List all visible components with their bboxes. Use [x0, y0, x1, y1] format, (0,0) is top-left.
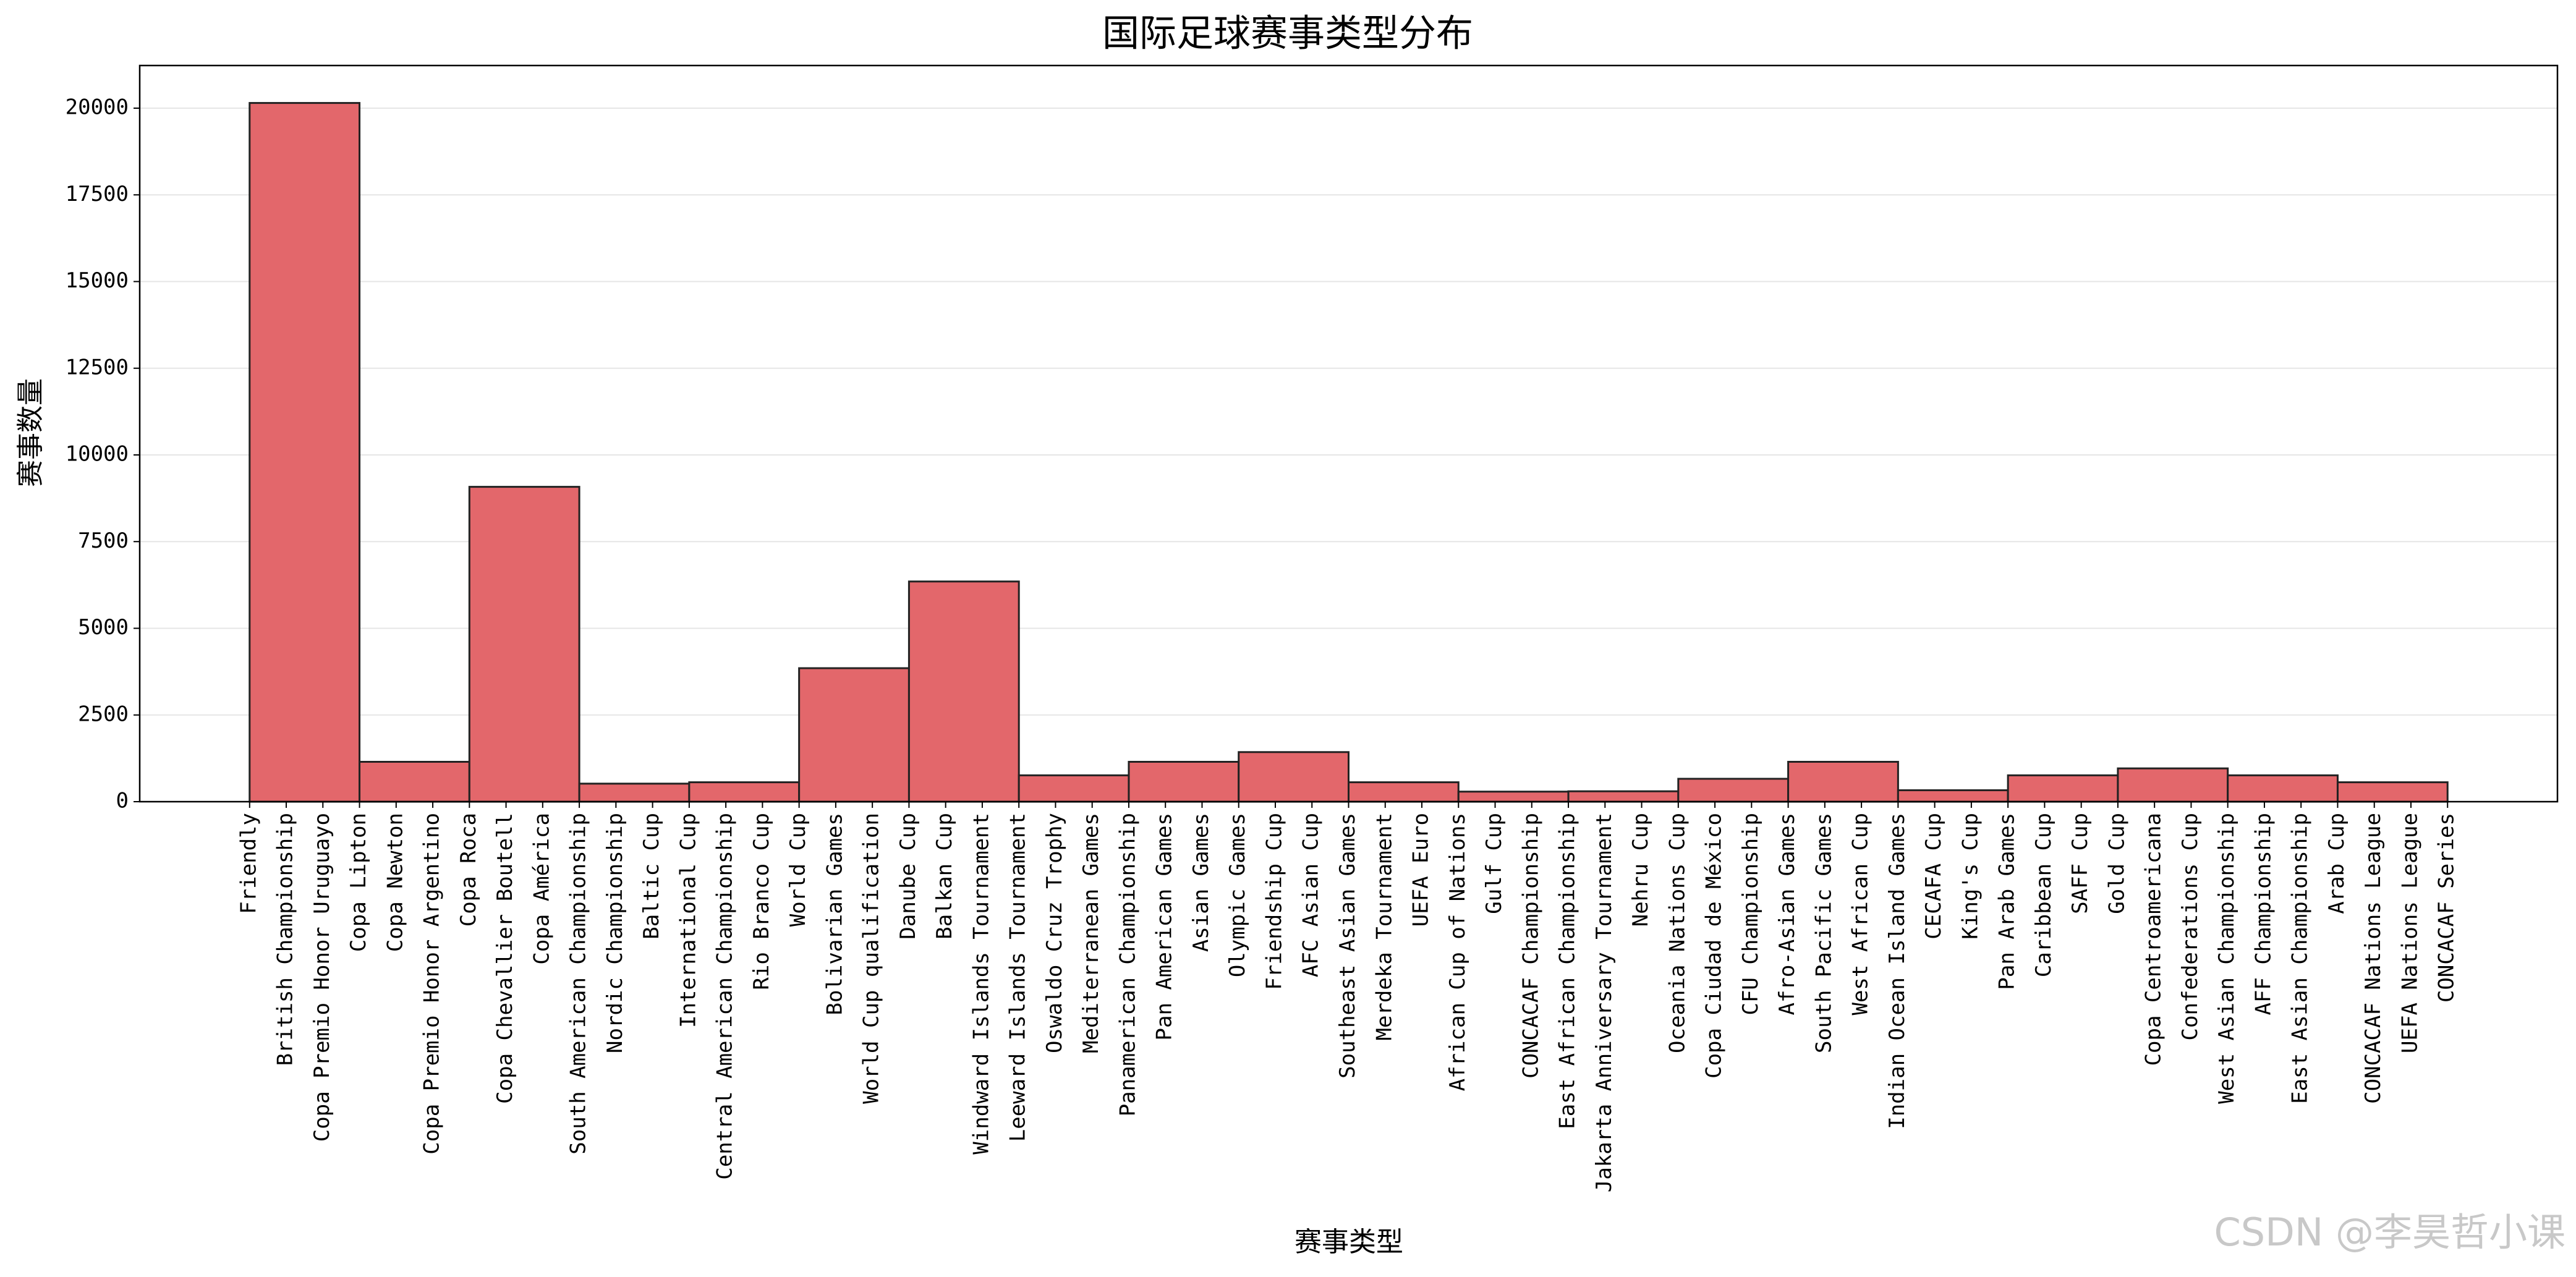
x-tick-label: World Cup [786, 813, 810, 927]
bar [1018, 774, 1130, 803]
x-tick-label: Friendship Cup [1262, 813, 1286, 990]
x-tick-label: Copa Ciudad de México [1702, 813, 1727, 1079]
bar [2227, 774, 2339, 803]
y-tick-label: 0 [116, 789, 129, 813]
x-tick-label: King's Cup [1958, 813, 1983, 940]
bar [1567, 790, 1680, 803]
x-tick-label: Copa Premio Honor Uruguayo [310, 813, 334, 1142]
x-tick-label: Pan Arab Games [1995, 813, 2020, 990]
x-tick-label: Panamerican Championship [1115, 813, 1140, 1116]
x-tick-label: Indian Ocean Island Games [1885, 813, 1910, 1129]
x-tick-label: Copa Centroamericana [2141, 813, 2166, 1066]
y-tick-label: 2500 [78, 702, 129, 726]
watermark: CSDN @李昊哲小课 [2214, 1210, 2565, 1255]
bar [359, 760, 470, 803]
bar [1238, 751, 1350, 803]
bar [688, 781, 801, 803]
y-tick-label: 10000 [66, 442, 129, 467]
x-tick-label: Danube Cup [896, 813, 920, 940]
x-tick-label: Afro-Asian Games [1775, 813, 1800, 1016]
bar [2117, 767, 2229, 803]
x-tick-label: Gulf Cup [1482, 813, 1507, 914]
x-tick-label: Central American Championship [713, 813, 738, 1180]
x-tick-label: CFU Championship [1738, 813, 1763, 1016]
x-tick-label: Copa Roca [456, 813, 481, 927]
bar [2007, 774, 2119, 803]
y-axis-label: 赛事数量 [15, 378, 46, 487]
x-tick-label: International Cup [676, 813, 700, 1028]
x-tick-label: Bolivarian Games [822, 813, 847, 1016]
bar [2336, 781, 2449, 803]
bar [1677, 778, 1790, 803]
x-tick-label: Gold Cup [2104, 813, 2129, 914]
x-tick-label: Baltic Cup [639, 813, 664, 940]
bar [798, 667, 910, 803]
x-tick-label: SAFF Cup [2068, 813, 2093, 914]
bar [908, 580, 1020, 803]
x-tick-label: Asian Games [1189, 813, 1214, 952]
plot-frame [138, 64, 2559, 803]
x-tick-label: Oswaldo Cruz Trophy [1042, 813, 1067, 1053]
x-tick-label: Mediterranean Games [1079, 813, 1103, 1053]
x-tick-label: World Cup qualification [859, 813, 884, 1104]
bar [468, 486, 580, 803]
x-tick-label: Balkan Cup [932, 813, 957, 940]
x-tick-label: East Asian Championship [2288, 813, 2313, 1104]
x-tick-label: Copa Chevallier Boutell [493, 813, 517, 1104]
x-tick-label: Leeward Islands Tournament [1006, 813, 1031, 1142]
y-tick-label: 15000 [66, 268, 129, 293]
bar [1348, 781, 1460, 803]
y-tick-label: 7500 [78, 528, 129, 553]
bar [578, 783, 691, 803]
x-tick-label: African Cup of Nations [1445, 813, 1470, 1091]
x-tick-label: Nehru Cup [1628, 813, 1653, 927]
x-tick-label: Nordic Championship [603, 813, 627, 1053]
x-tick-label: Caribbean Cup [2031, 813, 2056, 977]
bar [1128, 760, 1240, 803]
x-tick-label: CONCACAF Nations League [2361, 813, 2386, 1104]
x-tick-label: CONCACAF Series [2434, 813, 2459, 1003]
x-tick-label: Windward Islands Tournament [969, 813, 993, 1155]
x-tick-label: Friendly [236, 813, 261, 914]
x-tick-label: Merdeka Tournament [1372, 813, 1396, 1040]
x-tick-label: West Asian Championship [2214, 813, 2239, 1104]
x-tick-label: Copa América [529, 813, 554, 965]
x-tick-label: Southeast Asian Games [1335, 813, 1360, 1079]
x-tick-label: CONCACAF Championship [1518, 813, 1543, 1079]
x-tick-label: Arab Cup [2324, 813, 2349, 914]
y-tick-label: 17500 [66, 182, 129, 206]
chart-title: 国际足球赛事类型分布 [1102, 12, 1473, 56]
y-tick-label: 20000 [66, 95, 129, 120]
y-tick-label: 5000 [78, 615, 129, 640]
x-tick-label: Oceania Nations Cup [1665, 813, 1690, 1053]
x-tick-label: Rio Branco Cup [749, 813, 774, 990]
x-tick-label: Olympic Games [1225, 813, 1250, 977]
x-tick-label: CECAFA Cup [1921, 813, 1946, 940]
x-tick-label: Pan American Games [1152, 813, 1177, 1040]
x-tick-label: South American Championship [566, 813, 591, 1155]
bar [1457, 791, 1570, 803]
x-tick-label: Copa Lipton [346, 813, 371, 952]
x-tick-label: South Pacific Games [1811, 813, 1836, 1053]
x-tick-label: Jakarta Anniversary Tournament [1592, 813, 1617, 1192]
x-tick-label: East African Championship [1555, 813, 1580, 1129]
y-tick-label: 12500 [66, 355, 129, 380]
x-tick-label: Confederations Cup [2178, 813, 2203, 1040]
bar [1897, 789, 2009, 803]
x-axis-label: 赛事类型 [1294, 1226, 1403, 1258]
x-tick-label: West African Cup [1848, 813, 1873, 1016]
x-tick-label: AFF Championship [2251, 813, 2276, 1016]
x-tick-label: UEFA Euro [1409, 813, 1434, 927]
x-tick-label: AFC Asian Cup [1299, 813, 1324, 977]
x-tick-label: British Championship [273, 813, 298, 1066]
bar [249, 102, 361, 803]
x-tick-label: UEFA Nations League [2397, 813, 2422, 1053]
bar [1787, 760, 1899, 803]
x-tick-label: Copa Newton [383, 813, 407, 952]
x-tick-label: Copa Premio Honor Argentino [420, 813, 444, 1155]
